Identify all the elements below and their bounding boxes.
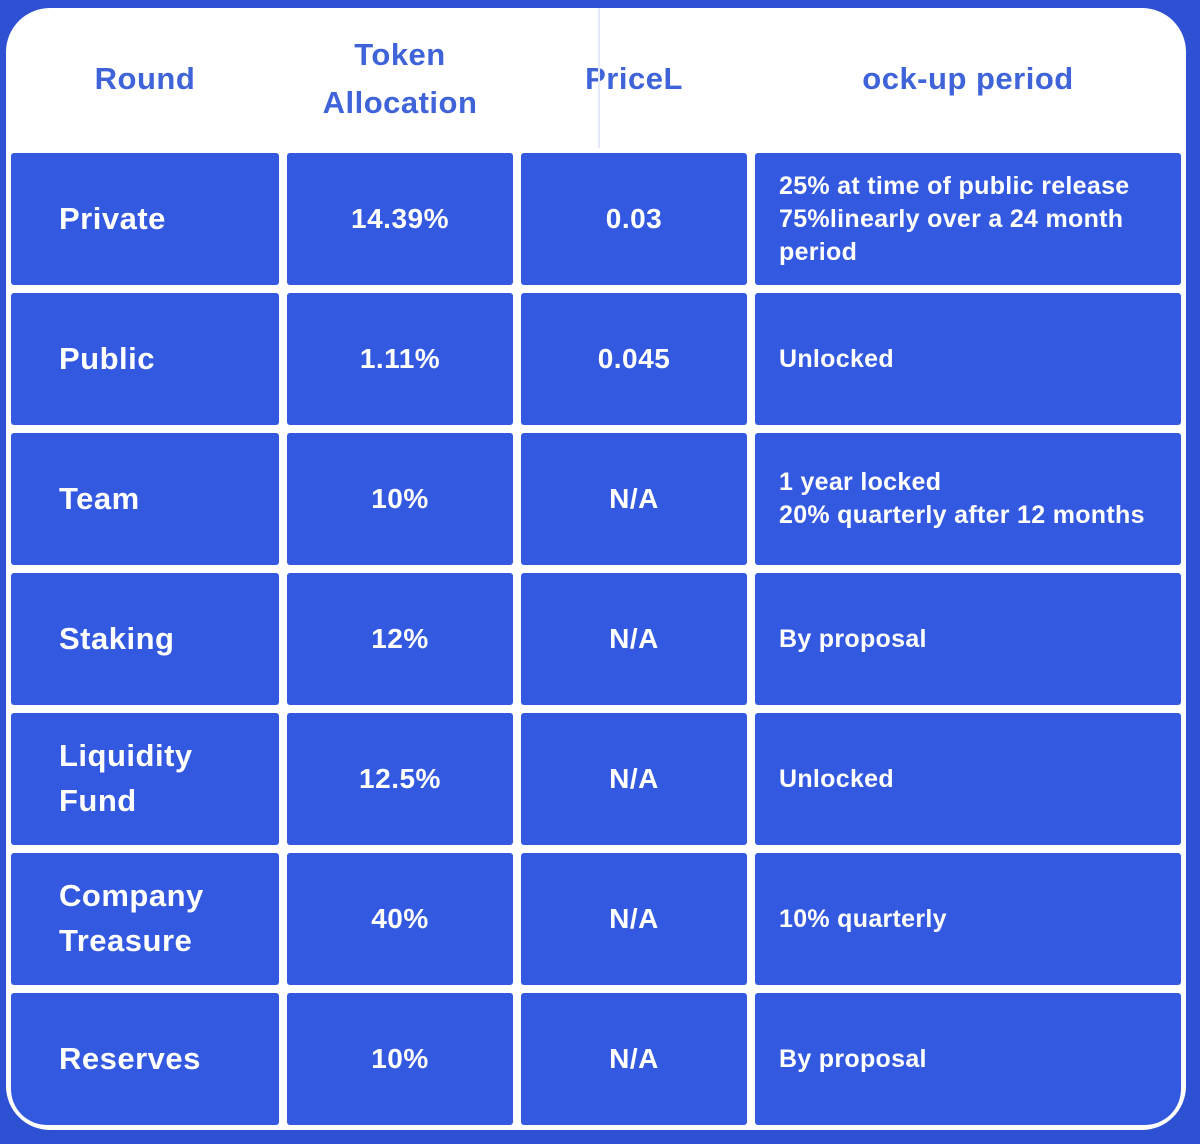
cell-lockup: By proposal: [755, 993, 1181, 1125]
cell-lockup: Unlocked: [755, 713, 1181, 845]
cell-round: Public: [11, 293, 279, 425]
cell-lockup: Unlocked: [755, 293, 1181, 425]
cell-round: Liquidity Fund: [11, 713, 279, 845]
column-header-round: Round: [94, 60, 196, 96]
cell-price: 0.03: [521, 153, 747, 285]
cell-round: Company Treasure: [11, 853, 279, 985]
cell-round: Private: [11, 153, 279, 285]
cell-allocation: 12.5%: [287, 713, 513, 845]
cell-round: Team: [11, 433, 279, 565]
cell-price: N/A: [521, 433, 747, 565]
cell-price: N/A: [521, 853, 747, 985]
column-header-allocation: Token Allocation: [322, 36, 478, 120]
tokenomics-table: Round Token Allocation PriceL ock-up per…: [11, 13, 1181, 1125]
cell-allocation: 40%: [287, 853, 513, 985]
cell-lockup: By proposal: [755, 573, 1181, 705]
cell-price: N/A: [521, 713, 747, 845]
column-header-price: PriceL: [585, 60, 683, 96]
cell-price: 0.045: [521, 293, 747, 425]
cell-allocation: 12%: [287, 573, 513, 705]
cell-lockup: 25% at time of public release 75%linearl…: [755, 153, 1181, 285]
column-header-lockup: ock-up period: [862, 60, 1074, 96]
cell-price: N/A: [521, 573, 747, 705]
table-panel: Round Token Allocation PriceL ock-up per…: [6, 8, 1186, 1130]
cell-allocation: 1.11%: [287, 293, 513, 425]
cell-allocation: 10%: [287, 993, 513, 1125]
cell-price: N/A: [521, 993, 747, 1125]
cell-allocation: 14.39%: [287, 153, 513, 285]
cell-lockup: 1 year locked 20% quarterly after 12 mon…: [755, 433, 1181, 565]
cell-round: Reserves: [11, 993, 279, 1125]
header-seam-divider: [598, 8, 600, 148]
cell-lockup: 10% quarterly: [755, 853, 1181, 985]
cell-allocation: 10%: [287, 433, 513, 565]
cell-round: Staking: [11, 573, 279, 705]
